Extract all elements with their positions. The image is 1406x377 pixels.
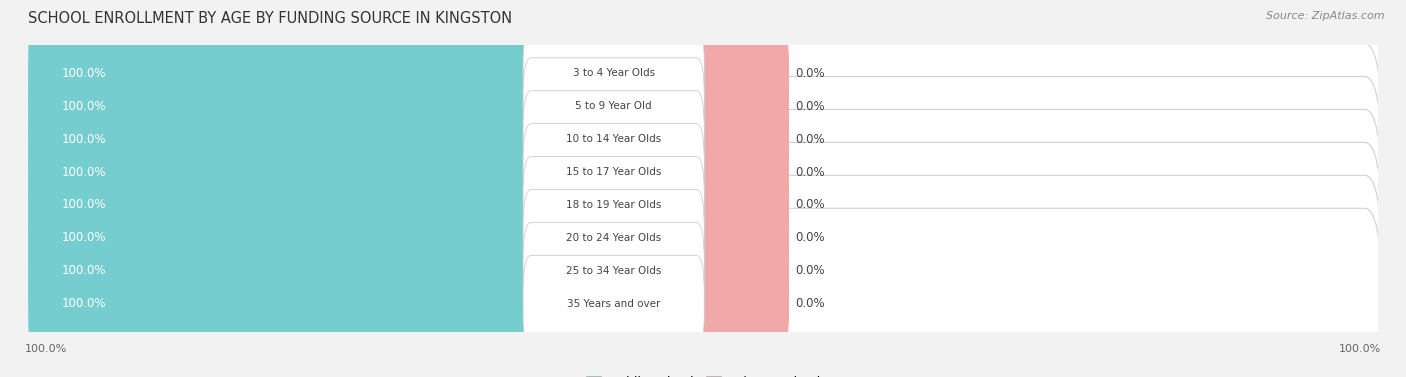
Text: 0.0%: 0.0% bbox=[796, 67, 825, 80]
FancyBboxPatch shape bbox=[690, 97, 789, 181]
Text: 100.0%: 100.0% bbox=[25, 344, 67, 354]
FancyBboxPatch shape bbox=[690, 163, 789, 247]
FancyBboxPatch shape bbox=[690, 196, 789, 280]
Text: 0.0%: 0.0% bbox=[796, 198, 825, 211]
FancyBboxPatch shape bbox=[28, 228, 557, 377]
Text: 100.0%: 100.0% bbox=[62, 100, 105, 113]
Text: 0.0%: 0.0% bbox=[796, 297, 825, 310]
Text: Source: ZipAtlas.com: Source: ZipAtlas.com bbox=[1267, 11, 1385, 21]
Text: 100.0%: 100.0% bbox=[62, 297, 105, 310]
FancyBboxPatch shape bbox=[28, 195, 557, 347]
Text: 0.0%: 0.0% bbox=[796, 264, 825, 277]
FancyBboxPatch shape bbox=[523, 190, 704, 286]
FancyBboxPatch shape bbox=[28, 30, 557, 182]
Text: 0.0%: 0.0% bbox=[796, 166, 825, 179]
FancyBboxPatch shape bbox=[523, 255, 704, 352]
FancyBboxPatch shape bbox=[25, 77, 1381, 268]
FancyBboxPatch shape bbox=[28, 63, 557, 215]
FancyBboxPatch shape bbox=[690, 229, 789, 313]
Text: 25 to 34 Year Olds: 25 to 34 Year Olds bbox=[567, 266, 661, 276]
FancyBboxPatch shape bbox=[690, 31, 789, 115]
Text: 100.0%: 100.0% bbox=[62, 264, 105, 277]
Text: 100.0%: 100.0% bbox=[62, 231, 105, 244]
Text: 10 to 14 Year Olds: 10 to 14 Year Olds bbox=[567, 134, 661, 144]
Text: 100.0%: 100.0% bbox=[62, 67, 105, 80]
Text: 0.0%: 0.0% bbox=[796, 133, 825, 146]
FancyBboxPatch shape bbox=[690, 262, 789, 346]
FancyBboxPatch shape bbox=[523, 91, 704, 187]
Text: 100.0%: 100.0% bbox=[62, 198, 105, 211]
FancyBboxPatch shape bbox=[523, 222, 704, 319]
Text: 35 Years and over: 35 Years and over bbox=[567, 299, 661, 309]
Text: 5 to 9 Year Old: 5 to 9 Year Old bbox=[575, 101, 652, 111]
Legend: Public School, Private School: Public School, Private School bbox=[586, 375, 820, 377]
FancyBboxPatch shape bbox=[25, 11, 1381, 202]
FancyBboxPatch shape bbox=[28, 0, 557, 149]
FancyBboxPatch shape bbox=[690, 130, 789, 214]
FancyBboxPatch shape bbox=[28, 96, 557, 248]
FancyBboxPatch shape bbox=[523, 156, 704, 253]
FancyBboxPatch shape bbox=[523, 124, 704, 221]
Text: SCHOOL ENROLLMENT BY AGE BY FUNDING SOURCE IN KINGSTON: SCHOOL ENROLLMENT BY AGE BY FUNDING SOUR… bbox=[28, 11, 512, 26]
Text: 100.0%: 100.0% bbox=[62, 166, 105, 179]
Text: 0.0%: 0.0% bbox=[796, 231, 825, 244]
FancyBboxPatch shape bbox=[25, 109, 1381, 300]
FancyBboxPatch shape bbox=[28, 162, 557, 314]
FancyBboxPatch shape bbox=[25, 143, 1381, 333]
Text: 20 to 24 Year Olds: 20 to 24 Year Olds bbox=[567, 233, 661, 243]
FancyBboxPatch shape bbox=[523, 58, 704, 155]
FancyBboxPatch shape bbox=[523, 25, 704, 122]
Text: 100.0%: 100.0% bbox=[62, 133, 105, 146]
Text: 3 to 4 Year Olds: 3 to 4 Year Olds bbox=[572, 68, 655, 78]
FancyBboxPatch shape bbox=[28, 129, 557, 281]
FancyBboxPatch shape bbox=[25, 0, 1381, 169]
FancyBboxPatch shape bbox=[25, 44, 1381, 234]
FancyBboxPatch shape bbox=[25, 175, 1381, 366]
Text: 100.0%: 100.0% bbox=[1339, 344, 1381, 354]
Text: 0.0%: 0.0% bbox=[796, 100, 825, 113]
FancyBboxPatch shape bbox=[25, 208, 1381, 377]
Text: 18 to 19 Year Olds: 18 to 19 Year Olds bbox=[567, 200, 661, 210]
FancyBboxPatch shape bbox=[690, 64, 789, 148]
Text: 15 to 17 Year Olds: 15 to 17 Year Olds bbox=[567, 167, 661, 177]
